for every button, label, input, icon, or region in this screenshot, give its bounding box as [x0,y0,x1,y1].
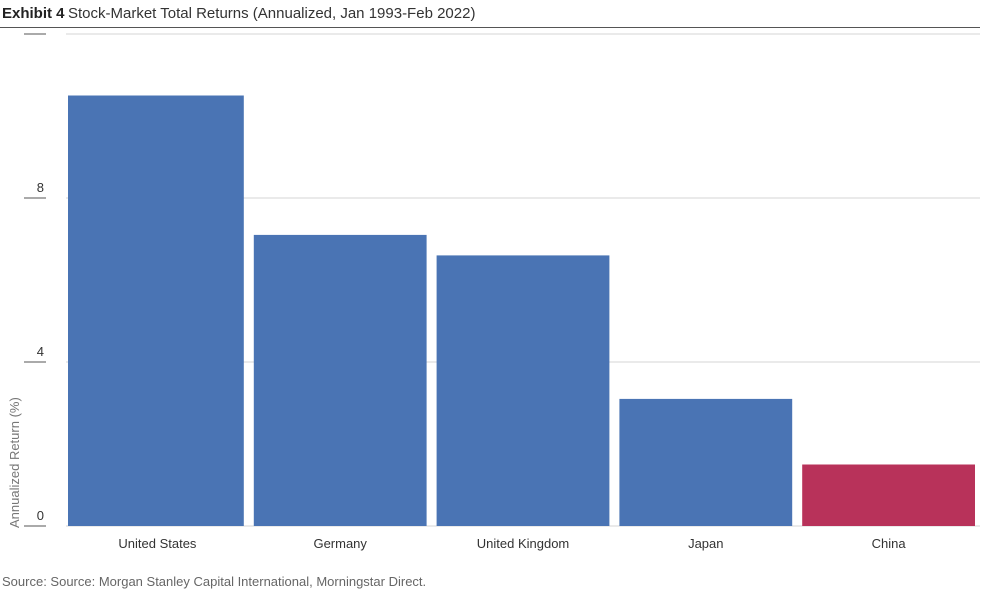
y-axis-title: Annualized Return (%) [7,397,22,528]
x-tick-label: Germany [313,536,367,551]
chart-title: Stock-Market Total Returns (Annualized, … [68,5,476,22]
x-tick-label: Japan [688,536,723,551]
y-tick-label: 0 [37,508,44,523]
bar-germany [253,234,427,526]
bar-chart: 0 4 8 12 United States Germany United Kingdom J… [7,28,980,551]
bar-japan [619,398,793,526]
chart-header: Exhibit 4 Stock-Market Total Returns (An… [0,0,980,28]
header-rule [0,27,980,28]
y-tick-label: 4 [37,344,44,359]
bar-united-kingdom [436,255,610,526]
x-tick-label: United Kingdom [477,536,570,551]
tick-layer: 0 4 8 12 United States Germany United Kingdom J… [24,28,906,551]
bar-united-states [68,95,244,526]
y-tick-label: 8 [37,180,44,195]
x-tick-label: United States [118,536,197,551]
source-note: Source: Source: Morgan Stanley Capital I… [2,574,427,589]
x-tick-label: China [872,536,907,551]
exhibit-label: Exhibit 4 [2,5,65,22]
y-tick-label: 12 [30,28,44,31]
bar-china [802,464,975,526]
bar-layer [68,95,975,526]
